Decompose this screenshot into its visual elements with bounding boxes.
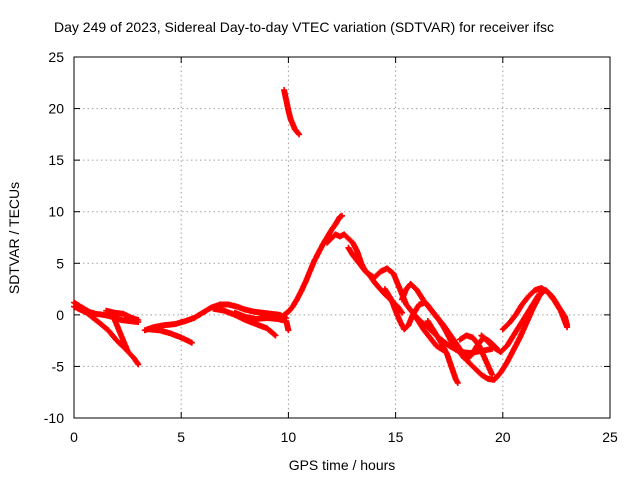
series-points — [103, 307, 142, 323]
series-track-8 — [231, 309, 292, 334]
y-tick-label: 20 — [48, 101, 64, 117]
y-tick-label: 5 — [56, 255, 64, 271]
series-points — [281, 87, 303, 138]
series-track-10 — [281, 212, 345, 318]
series-track-5 — [141, 301, 290, 334]
series-track-9 — [281, 87, 303, 138]
x-axis-label: GPS time / hours — [289, 457, 396, 473]
series-points — [456, 332, 496, 378]
y-tick-label: -5 — [52, 358, 65, 374]
axis-ticks: 0 5 10 15 20 25 -10 -5 0 5 10 15 20 25 — [44, 49, 618, 445]
x-tick-label: 25 — [602, 429, 618, 445]
y-tick-label: 15 — [48, 152, 64, 168]
series-points — [281, 212, 345, 318]
series-track-18 — [478, 287, 571, 355]
series-track-14 — [399, 280, 547, 383]
series-points — [478, 287, 571, 355]
grid — [74, 57, 610, 418]
x-tick-label: 5 — [177, 429, 185, 445]
series-track-16 — [414, 316, 446, 353]
data-points — [71, 87, 571, 386]
series-points — [414, 316, 446, 353]
series-track-4 — [103, 307, 142, 323]
x-tick-label: 15 — [388, 429, 404, 445]
y-tick-label: 0 — [56, 307, 64, 323]
series-points — [231, 309, 292, 334]
series-points — [499, 285, 571, 333]
series-points — [146, 326, 195, 346]
series-points — [141, 301, 290, 334]
x-tick-label: 0 — [70, 429, 78, 445]
y-tick-label: 25 — [48, 49, 64, 65]
series-track-17 — [456, 332, 496, 378]
plot-frame — [73, 56, 611, 419]
chart-title: Day 249 of 2023, Sidereal Day-to-day VTE… — [54, 19, 554, 35]
x-tick-label: 10 — [281, 429, 297, 445]
y-tick-label: 10 — [48, 204, 64, 220]
x-tick-label: 20 — [495, 429, 511, 445]
y-axis-label: SDTVAR / TECUs — [6, 182, 22, 294]
series-points — [399, 280, 547, 383]
series-track-19 — [499, 285, 571, 333]
y-tick-label: -10 — [44, 410, 64, 426]
series-track-6 — [146, 326, 195, 346]
